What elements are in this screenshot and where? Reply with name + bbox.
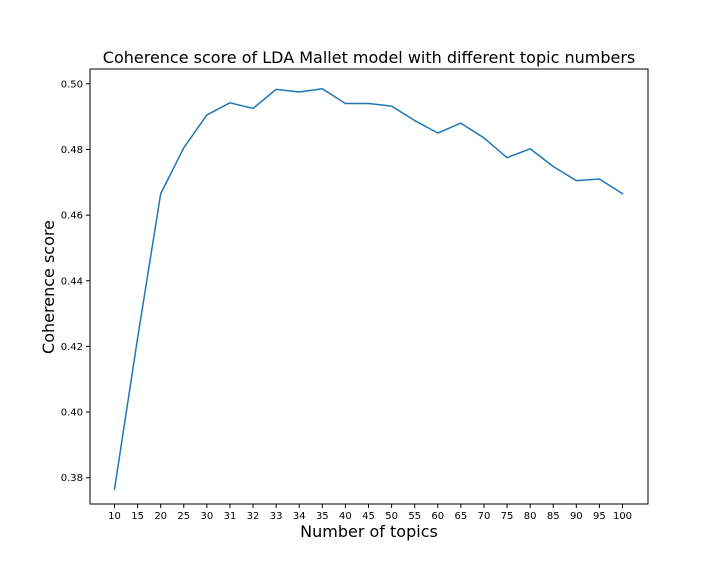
y-axis-label: Coherence score [39,220,58,354]
x-tick-label: 90 [570,511,583,522]
x-tick-label: 33 [270,511,283,522]
plot-frame [89,68,649,505]
y-tick-label: 0.50 [61,79,83,90]
y-tick-label: 0.40 [61,408,83,419]
x-tick-label: 95 [593,511,606,522]
x-tick-label: 45 [362,511,375,522]
y-tick-label: 0.46 [61,211,83,222]
y-tick-label: 0.42 [61,342,83,353]
x-tick-label: 75 [501,511,514,522]
x-tick-label: 35 [316,511,329,522]
x-tick-label: 50 [385,511,398,522]
y-tick-label: 0.38 [61,473,83,484]
y-tick-label: 0.44 [61,276,83,287]
chart-title: Coherence score of LDA Mallet model with… [103,48,635,67]
x-tick-label: 32 [247,511,260,522]
x-axis-label: Number of topics [300,522,438,541]
x-tick-label: 65 [454,511,467,522]
x-tick-label: 80 [524,511,537,522]
x-tick-label: 30 [200,511,213,522]
x-tick-label: 31 [224,511,237,522]
series-line [113,87,624,491]
x-tick-label: 100 [613,511,632,522]
x-tick-label: 40 [339,511,352,522]
x-tick-label: 15 [131,511,144,522]
x-tick-label: 60 [431,511,444,522]
x-tick-label: 20 [154,511,167,522]
x-tick-label: 34 [293,511,306,522]
x-tick-label: 55 [408,511,421,522]
x-tick-label: 25 [177,511,190,522]
x-tick-label: 85 [547,511,560,522]
plot-area: 10 15 20 25 30 31 32 33 34 35 40 45 50 55 60 65 70 75 80 85… [61,68,649,522]
x-tick-label: 10 [108,511,121,522]
y-tick-label: 0.48 [61,145,83,156]
x-tick-label: 70 [478,511,491,522]
